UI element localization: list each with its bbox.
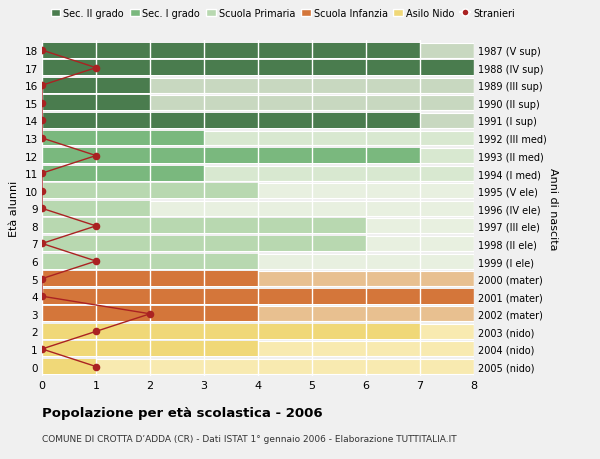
Bar [42,254,474,269]
Y-axis label: Anni di nascita: Anni di nascita [548,168,558,250]
Y-axis label: Età alunni: Età alunni [9,181,19,237]
Point [91,152,101,160]
Bar [42,359,96,374]
Point [37,240,47,247]
Bar [42,342,474,357]
Bar [42,359,474,374]
Point [37,170,47,178]
Bar [42,202,474,216]
Bar [42,184,258,199]
Point [37,346,47,353]
Bar [42,307,258,322]
Bar [42,96,474,111]
Bar [42,236,474,252]
Bar [42,202,150,216]
Point [37,188,47,195]
Bar [42,184,474,199]
Bar [42,149,474,164]
Bar [42,272,258,286]
Point [91,328,101,336]
Bar [42,324,474,339]
Point [37,135,47,142]
Bar [42,324,420,339]
Bar [42,78,150,94]
Bar [42,219,474,234]
Bar [42,236,366,252]
Bar [42,131,204,146]
Bar [42,78,474,94]
Bar [42,166,204,181]
Bar [42,96,150,111]
Text: Popolazione per età scolastica - 2006: Popolazione per età scolastica - 2006 [42,406,323,419]
Point [145,310,155,318]
Point [37,47,47,55]
Bar [42,289,474,304]
Legend: Sec. II grado, Sec. I grado, Scuola Primaria, Scuola Infanzia, Asilo Nido, Stran: Sec. II grado, Sec. I grado, Scuola Prim… [47,5,518,22]
Bar [42,219,366,234]
Point [91,223,101,230]
Bar [42,44,474,58]
Point [91,363,101,370]
Bar [42,307,474,322]
Point [91,258,101,265]
Bar [42,342,258,357]
Bar [42,131,474,146]
Bar [42,289,474,304]
Bar [42,149,420,164]
Bar [42,272,474,286]
Bar [42,44,420,58]
Point [37,293,47,300]
Bar [42,254,258,269]
Point [37,100,47,107]
Bar [42,166,474,181]
Bar [42,114,474,129]
Point [37,205,47,213]
Point [37,275,47,283]
Point [37,82,47,90]
Point [91,65,101,72]
Bar [42,61,474,76]
Bar [42,114,420,129]
Bar [42,61,474,76]
Text: COMUNE DI CROTTA D’ADDA (CR) - Dati ISTAT 1° gennaio 2006 - Elaborazione TUTTITA: COMUNE DI CROTTA D’ADDA (CR) - Dati ISTA… [42,434,457,443]
Point [37,118,47,125]
